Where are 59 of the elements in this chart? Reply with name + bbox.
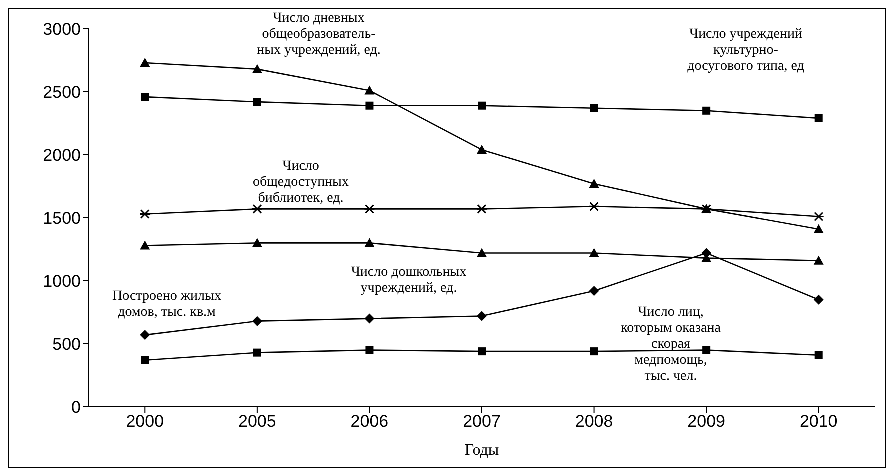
point	[364, 204, 376, 214]
point	[814, 256, 824, 265]
point	[589, 248, 600, 258]
point	[814, 114, 823, 122]
point	[252, 238, 262, 248]
point	[140, 240, 150, 250]
point	[814, 351, 823, 360]
point	[139, 209, 151, 219]
y-tick-label: 2500	[43, 83, 81, 102]
x-tick-label: 2005	[238, 412, 276, 432]
point	[364, 238, 375, 248]
point	[590, 104, 598, 112]
y-tick-label: 2000	[43, 146, 81, 166]
point	[590, 348, 598, 356]
x-tick-label: 2008	[575, 412, 614, 432]
x-tick-label: 2006	[350, 412, 389, 432]
point	[366, 102, 374, 110]
point	[253, 98, 262, 106]
y-tick-label: 1000	[43, 272, 81, 292]
point	[253, 348, 262, 357]
x-tick-label: 2010	[800, 412, 838, 432]
y-tick-label: 1500	[43, 209, 81, 228]
series-label: Число лиц, которым оказана скорая медпомощь, тыс. чел.	[621, 305, 721, 385]
x-tick-label: 2000	[126, 412, 164, 432]
point	[702, 346, 711, 354]
point	[140, 330, 150, 340]
y-tick-label: 500	[52, 335, 81, 354]
point	[477, 311, 487, 322]
text: Число учреждений культурно- досугового типа, ед	[688, 27, 804, 75]
y-tick-label: 3000	[43, 20, 81, 40]
point	[252, 316, 262, 326]
series-label: Число дневных общеобразователь- ных учреждений, ед.	[257, 11, 381, 59]
point	[366, 346, 374, 354]
x-tick-label: 2009	[688, 412, 726, 432]
point	[476, 204, 488, 214]
point	[140, 58, 150, 68]
point	[364, 86, 375, 95]
point	[814, 224, 824, 234]
series-label: Построено жилых домов, тыс. кв.м	[112, 289, 222, 321]
point	[141, 93, 150, 102]
point	[813, 212, 825, 222]
point	[702, 106, 711, 115]
point	[589, 178, 600, 188]
series-label: Число общедоступных библиотек, ед.	[253, 159, 349, 207]
point	[477, 144, 487, 154]
x-axis-title: Годы	[464, 442, 500, 459]
point	[364, 314, 375, 324]
point	[589, 286, 600, 296]
point	[141, 356, 150, 364]
point	[252, 204, 264, 214]
point	[252, 64, 262, 74]
point	[477, 248, 487, 258]
point	[478, 102, 486, 110]
point	[588, 202, 600, 212]
series-label: Число дошкольных учреждений, ед.	[351, 265, 467, 297]
point	[814, 294, 824, 305]
point	[478, 348, 486, 356]
x-tick-label: 2007	[463, 412, 501, 432]
y-tick-label: 0	[72, 398, 81, 418]
